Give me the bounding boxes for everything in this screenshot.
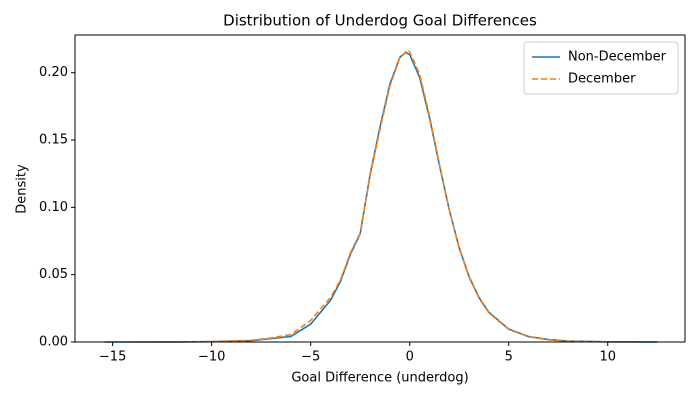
legend-label: Non-December [568, 50, 667, 65]
y-tick-label: 0.05 [39, 267, 68, 282]
y-tick-label: 0.10 [39, 200, 68, 215]
x-tick-label: −10 [198, 350, 225, 365]
y-tick-label: 0.00 [39, 335, 68, 350]
x-tick-label: −5 [301, 350, 320, 365]
x-tick-label: 5 [505, 350, 513, 365]
y-axis-label: Density [15, 164, 30, 214]
line [132, 48, 628, 343]
legend-box [523, 41, 679, 95]
plot-frame [74, 34, 686, 343]
line [104, 51, 658, 343]
legend-label: December [568, 72, 636, 87]
x-tick-label: 0 [406, 350, 414, 365]
x-axis-label: Goal Difference (underdog) [291, 371, 468, 386]
x-tick-label: 10 [599, 350, 616, 365]
y-tick-label: 0.15 [39, 133, 68, 148]
x-tick-label: −15 [99, 350, 126, 365]
y-tick-label: 0.20 [39, 65, 68, 80]
chart-title: Distribution of Underdog Goal Difference… [223, 12, 537, 30]
